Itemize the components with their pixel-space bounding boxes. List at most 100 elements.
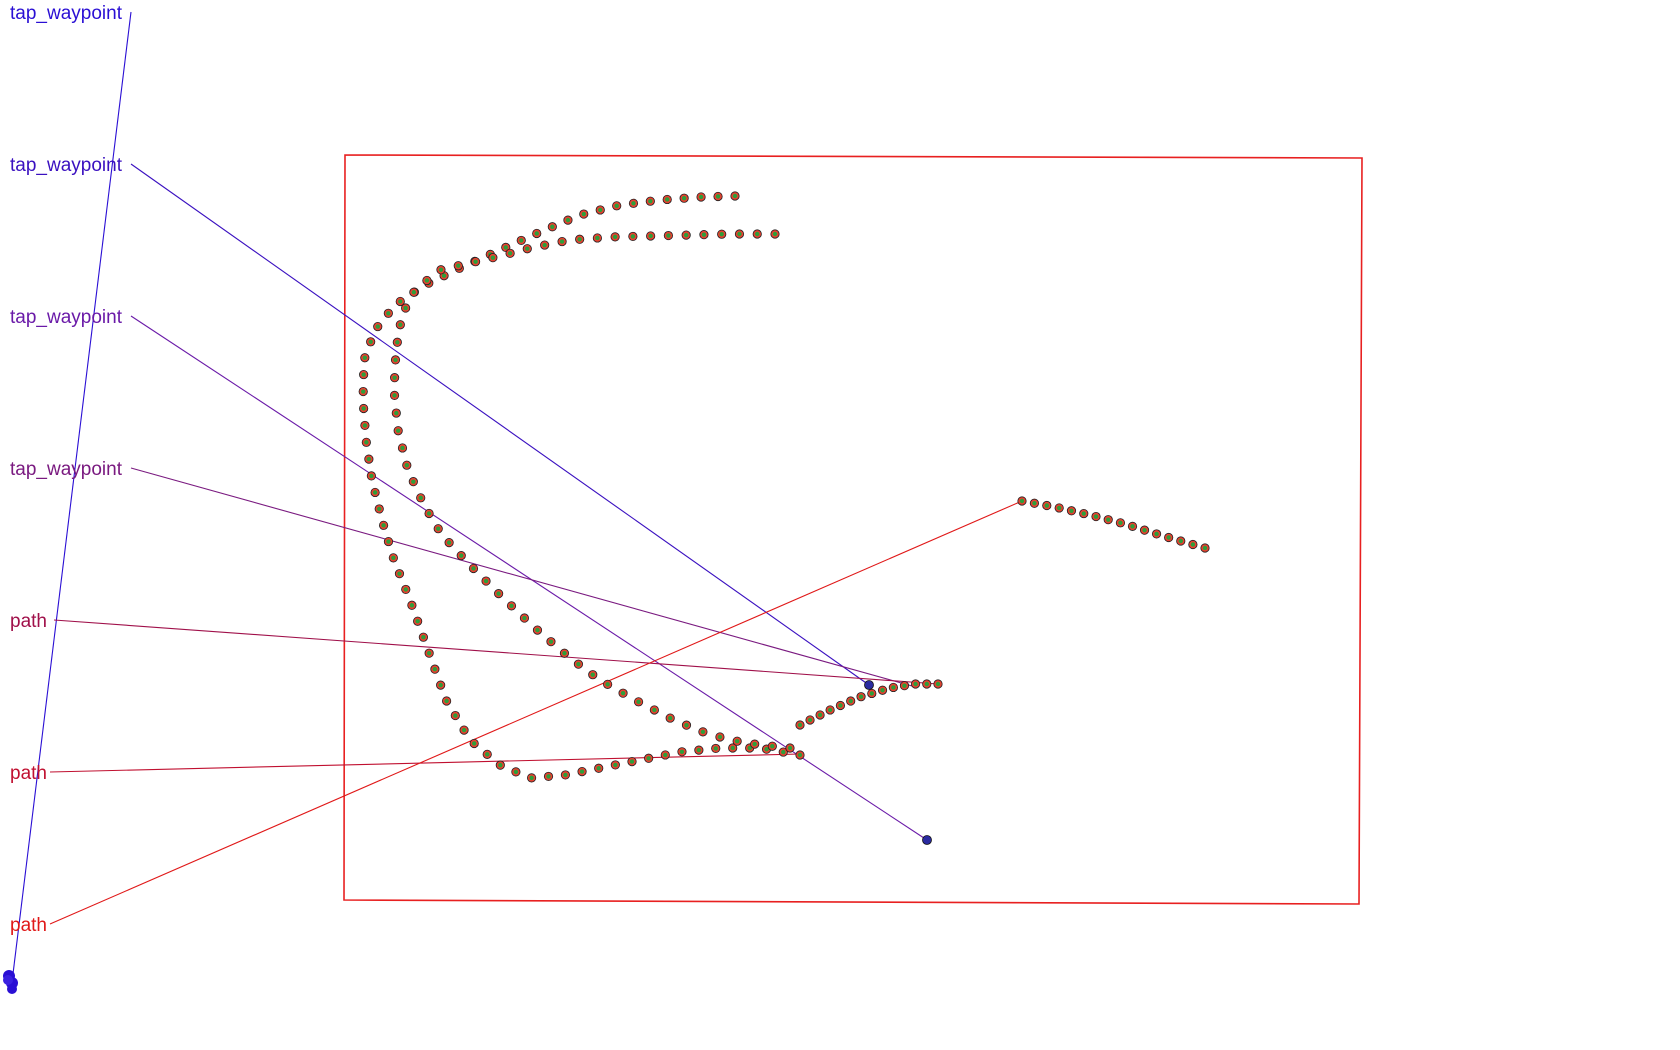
path-point-icon xyxy=(457,551,465,559)
path-point-icon xyxy=(367,472,375,480)
path-point-icon xyxy=(384,309,392,317)
path-point-icon xyxy=(398,444,406,452)
path-point-icon xyxy=(527,774,535,782)
path-point-icon xyxy=(634,698,642,706)
path-point-icon xyxy=(409,477,417,485)
path-point-icon xyxy=(611,233,619,241)
path-point-icon xyxy=(482,577,490,585)
path-point-icon xyxy=(489,253,497,261)
path-point-icon xyxy=(384,537,392,545)
path-point-icon xyxy=(507,602,515,610)
path-point-icon xyxy=(392,409,400,417)
path-point-icon xyxy=(359,404,367,412)
path-point-icon xyxy=(540,241,548,249)
path-point-icon xyxy=(436,681,444,689)
path-point-icon xyxy=(646,232,654,240)
path-point-icon xyxy=(680,194,688,202)
path-point-icon xyxy=(878,686,886,694)
path-point-icon xyxy=(1201,544,1209,552)
path-point-icon xyxy=(682,231,690,239)
path-point-icon xyxy=(816,711,824,719)
path-point-icon xyxy=(396,321,404,329)
leader-line xyxy=(50,754,800,772)
path-point-icon xyxy=(1104,515,1112,523)
path-point-icon xyxy=(425,649,433,657)
path-point-icon xyxy=(371,488,379,496)
path-point-icon xyxy=(460,726,468,734)
path-point-icon xyxy=(517,236,525,244)
path-point-icon xyxy=(678,748,686,756)
path-point-icon xyxy=(366,338,374,346)
path-point-icon xyxy=(437,266,445,274)
annotation-label-tap-waypoint: tap_waypoint xyxy=(10,155,123,176)
path-point-icon xyxy=(603,680,611,688)
path-point-icon xyxy=(470,739,478,747)
annotation-label-path: path xyxy=(10,915,47,936)
path-point-icon xyxy=(506,249,514,257)
path-point-icon xyxy=(629,199,637,207)
waypoint-marker-icon xyxy=(923,836,932,845)
path-point-icon xyxy=(454,262,462,270)
path-point-icon xyxy=(646,197,654,205)
path-point-icon xyxy=(826,706,834,714)
path-point-icon xyxy=(451,711,459,719)
path-point-icon xyxy=(523,245,531,253)
path-point-icon xyxy=(666,714,674,722)
path-point-icon xyxy=(664,231,672,239)
path-point-icon xyxy=(695,746,703,754)
path-point-icon xyxy=(533,626,541,634)
path-point-icon xyxy=(934,680,942,688)
leader-line xyxy=(50,501,1022,924)
path-point-icon xyxy=(700,230,708,238)
path-point-icon xyxy=(596,206,604,214)
path-point-icon xyxy=(1018,497,1026,505)
path-point-icon xyxy=(847,697,855,705)
path-point-icon xyxy=(560,649,568,657)
path-point-icon xyxy=(389,554,397,562)
path-point-icon xyxy=(558,237,566,245)
path-point-icon xyxy=(1177,537,1185,545)
path-point-icon xyxy=(1030,499,1038,507)
path-point-icon xyxy=(374,322,382,330)
path-point-icon xyxy=(548,223,556,231)
path-point-icon xyxy=(390,373,398,381)
annotation-labels: tap_waypoint tap_waypoint tap_waypoint tap_… xyxy=(10,3,123,936)
path-point-icon xyxy=(434,525,442,533)
path-point-icon xyxy=(806,716,814,724)
path-point-icon xyxy=(911,680,919,688)
path-point-icon xyxy=(733,737,741,745)
path-points xyxy=(359,192,1209,782)
path-point-icon xyxy=(375,505,383,513)
path-point-icon xyxy=(589,670,597,678)
path-point-icon xyxy=(1116,519,1124,527)
path-point-icon xyxy=(796,751,804,759)
annotation-label-path: path xyxy=(10,763,47,784)
path-point-icon xyxy=(362,438,370,446)
path-point-icon xyxy=(650,706,658,714)
annotation-label-tap-waypoint: tap_waypoint xyxy=(10,459,123,480)
annotation-label-path: path xyxy=(10,611,47,632)
path-point-icon xyxy=(1189,540,1197,548)
path-point-icon xyxy=(512,768,520,776)
path-point-icon xyxy=(923,680,931,688)
path-point-icon xyxy=(661,751,669,759)
path-point-icon xyxy=(619,689,627,697)
path-point-icon xyxy=(836,701,844,709)
path-point-icon xyxy=(544,772,552,780)
annotation-label-tap-waypoint: tap_waypoint xyxy=(10,307,123,328)
path-point-icon xyxy=(611,761,619,769)
path-point-icon xyxy=(408,601,416,609)
path-point-icon xyxy=(365,455,373,463)
path-point-icon xyxy=(1164,533,1172,541)
path-point-icon xyxy=(1152,530,1160,538)
path-point-icon xyxy=(731,192,739,200)
path-point-icon xyxy=(390,391,398,399)
path-point-icon xyxy=(1055,504,1063,512)
path-point-icon xyxy=(613,202,621,210)
path-point-icon xyxy=(868,689,876,697)
path-point-icon xyxy=(393,338,401,346)
path-point-icon xyxy=(593,234,601,242)
path-point-icon xyxy=(413,617,421,625)
path-point-icon xyxy=(714,192,722,200)
